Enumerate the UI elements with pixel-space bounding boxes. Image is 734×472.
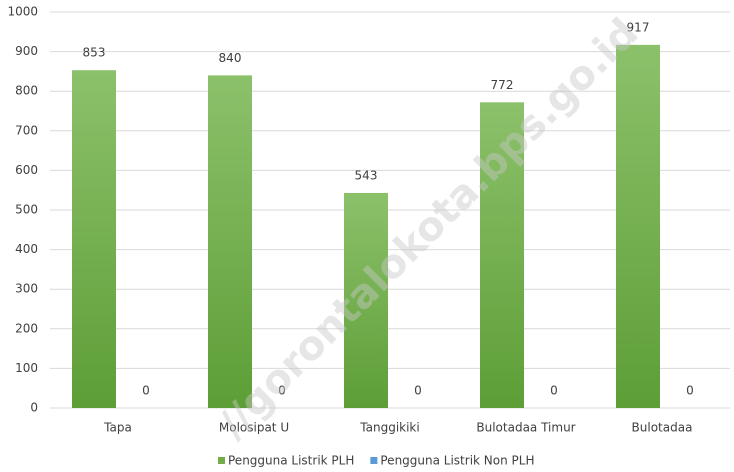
y-tick-label: 100 — [15, 361, 38, 375]
bar — [616, 44, 660, 408]
data-label: 772 — [491, 78, 514, 92]
x-tick-label: Tanggikiki — [359, 421, 419, 435]
data-label: 917 — [627, 20, 650, 34]
x-tick-label: Tapa — [103, 421, 132, 435]
data-label: 543 — [355, 168, 378, 182]
bar — [344, 192, 388, 408]
y-tick-label: 500 — [15, 203, 38, 217]
y-tick-label: 700 — [15, 123, 38, 137]
bar — [208, 75, 252, 409]
data-label: 0 — [278, 384, 286, 398]
y-tick-label: 1000 — [7, 5, 38, 19]
bar — [72, 70, 116, 408]
x-tick-label: Bulotadaa — [632, 421, 693, 435]
data-label: 0 — [550, 384, 558, 398]
x-tick-label: Molosipat U — [219, 421, 289, 435]
legend-label: Pengguna Listrik PLH — [228, 454, 354, 468]
data-label: 853 — [83, 46, 106, 60]
y-tick-label: 200 — [15, 321, 38, 335]
data-label: 0 — [414, 384, 422, 398]
legend-swatch — [370, 457, 378, 464]
bar — [480, 102, 524, 409]
data-label: 0 — [686, 384, 694, 398]
y-tick-label: 900 — [15, 44, 38, 58]
data-label: 840 — [219, 51, 242, 65]
data-label: 0 — [142, 384, 150, 398]
y-tick-label: 600 — [15, 163, 38, 177]
y-tick-label: 300 — [15, 282, 38, 296]
legend-swatch — [218, 457, 225, 464]
watermark: //gorontalokota.bps.go.id — [210, 10, 647, 447]
legend-label: Pengguna Listrik Non PLH — [380, 454, 534, 468]
y-tick-label: 800 — [15, 84, 38, 98]
y-tick-label: 400 — [15, 242, 38, 256]
x-tick-label: Bulotadaa Timur — [476, 421, 575, 435]
y-tick-label: 0 — [30, 401, 38, 415]
